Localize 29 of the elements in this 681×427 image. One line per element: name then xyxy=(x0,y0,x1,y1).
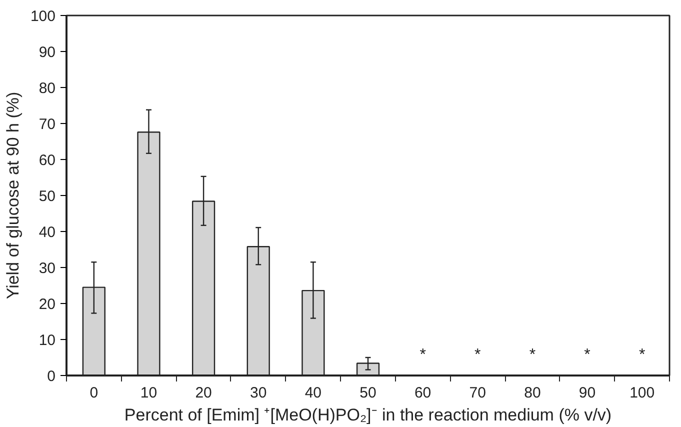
data-label: * xyxy=(529,346,536,364)
x-tick-label: 30 xyxy=(250,384,267,402)
y-tick-label: 20 xyxy=(38,296,56,313)
y-tick-label: 10 xyxy=(38,332,56,349)
x-tick-label: 60 xyxy=(414,384,432,402)
x-axis-title: Percent of [Emim] ⁺[MeO(H)PO₂]⁻ in the reaction medium (% v/v) xyxy=(124,406,612,424)
y-tick-label: 80 xyxy=(38,80,56,97)
x-tick-label: 90 xyxy=(578,384,596,402)
y-tick-label: 40 xyxy=(38,224,56,241)
x-tick-label: 50 xyxy=(360,384,376,402)
x-tick-label: 100 xyxy=(630,384,655,402)
y-tick-label: 60 xyxy=(38,152,56,169)
y-tick-label: 90 xyxy=(38,44,56,61)
data-label: * xyxy=(584,346,590,364)
y-tick-label: 100 xyxy=(30,8,56,25)
data-label: * xyxy=(638,346,646,364)
data-label: * xyxy=(420,346,426,364)
y-tick-label: 30 xyxy=(38,260,56,277)
y-axis-title: Yield of glucose at 90 h (%) xyxy=(3,92,22,300)
x-tick-label: 70 xyxy=(469,384,486,402)
x-tick-label: 20 xyxy=(195,384,212,402)
x-tick-label: 10 xyxy=(140,384,158,402)
data-label: * xyxy=(474,346,481,364)
y-tick-label: 0 xyxy=(47,368,56,385)
y-tick-label: 50 xyxy=(38,188,56,205)
y-tick-label: 70 xyxy=(38,116,56,133)
x-tick-label: 80 xyxy=(524,384,541,402)
x-tick-label: 40 xyxy=(304,384,322,402)
x-tick-label: 0 xyxy=(90,384,98,402)
